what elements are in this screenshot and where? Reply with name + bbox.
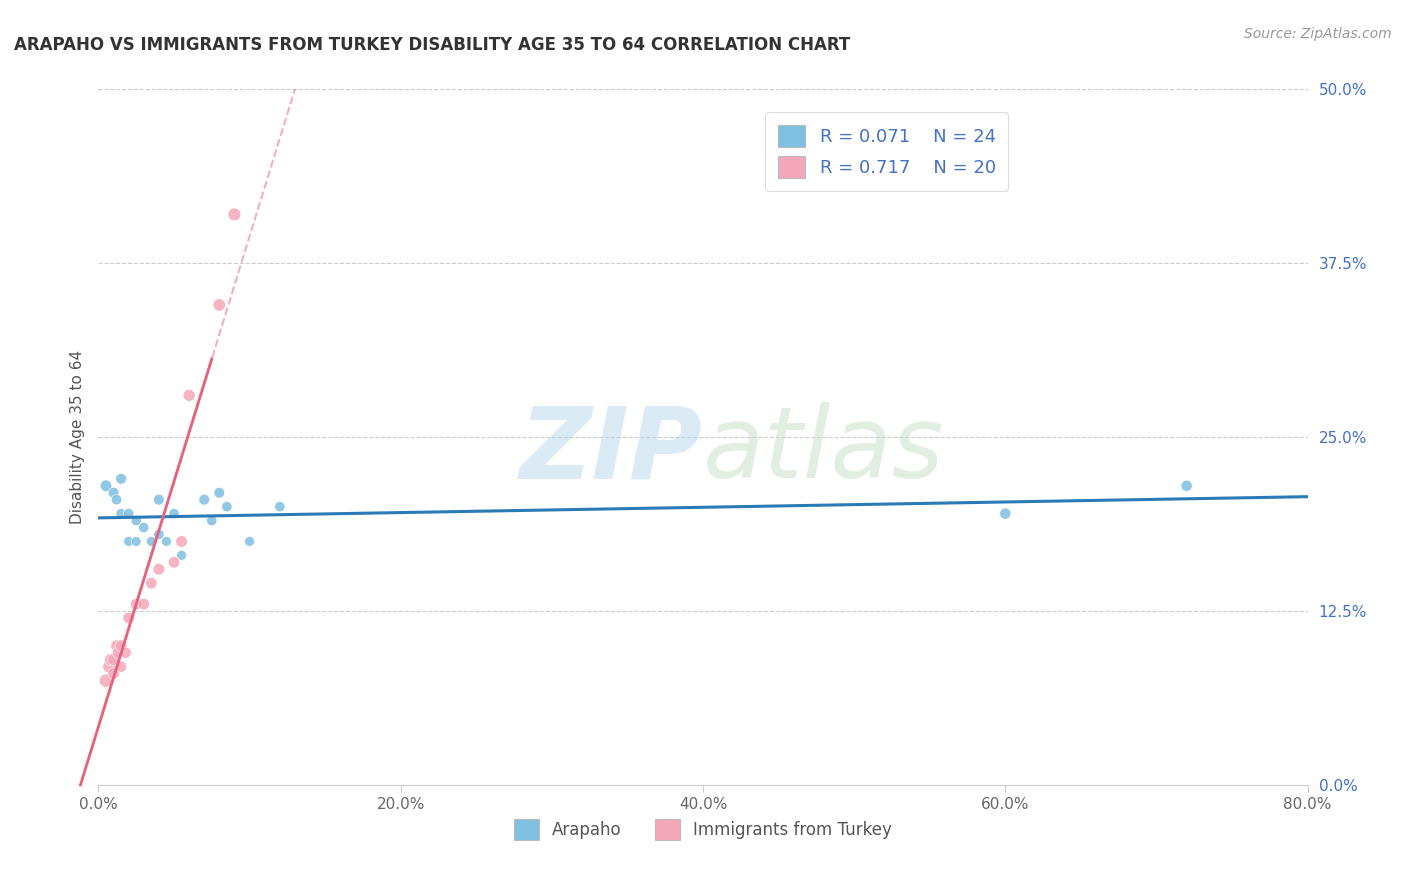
Point <box>215 500 238 514</box>
Point <box>125 514 148 528</box>
Point <box>269 500 291 514</box>
Legend: Arapaho, Immigrants from Turkey: Arapaho, Immigrants from Turkey <box>508 813 898 847</box>
Point <box>239 534 262 549</box>
Point <box>170 534 193 549</box>
Y-axis label: Disability Age 35 to 64: Disability Age 35 to 64 <box>69 350 84 524</box>
Point <box>103 653 125 667</box>
Point <box>132 520 155 534</box>
Point <box>208 485 231 500</box>
Point <box>155 534 177 549</box>
Point <box>141 576 163 591</box>
Point <box>94 479 117 493</box>
Point <box>1175 479 1198 493</box>
Point <box>105 639 128 653</box>
Text: ARAPAHO VS IMMIGRANTS FROM TURKEY DISABILITY AGE 35 TO 64 CORRELATION CHART: ARAPAHO VS IMMIGRANTS FROM TURKEY DISABI… <box>14 36 851 54</box>
Point <box>201 514 224 528</box>
Point <box>163 507 186 521</box>
Point <box>179 388 201 402</box>
Point <box>224 207 246 221</box>
Point <box>125 534 148 549</box>
Point <box>141 534 163 549</box>
Point <box>208 298 231 312</box>
Point <box>118 611 141 625</box>
Point <box>994 507 1017 521</box>
Point <box>110 659 132 673</box>
Point <box>114 646 136 660</box>
Point <box>148 492 170 507</box>
Text: ZIP: ZIP <box>520 402 703 500</box>
Point <box>105 492 128 507</box>
Point <box>103 666 125 681</box>
Point <box>94 673 117 688</box>
Point <box>100 653 122 667</box>
Point <box>148 527 170 541</box>
Point <box>163 555 186 569</box>
Point <box>118 507 141 521</box>
Text: Source: ZipAtlas.com: Source: ZipAtlas.com <box>1244 27 1392 41</box>
Point <box>193 492 215 507</box>
Point <box>107 646 129 660</box>
Point <box>170 549 193 563</box>
Point <box>103 485 125 500</box>
Point <box>110 472 132 486</box>
Point <box>110 507 132 521</box>
Point <box>125 597 148 611</box>
Point <box>148 562 170 576</box>
Point <box>98 659 121 673</box>
Point <box>132 597 155 611</box>
Text: atlas: atlas <box>703 402 945 500</box>
Point <box>110 639 132 653</box>
Point <box>118 534 141 549</box>
